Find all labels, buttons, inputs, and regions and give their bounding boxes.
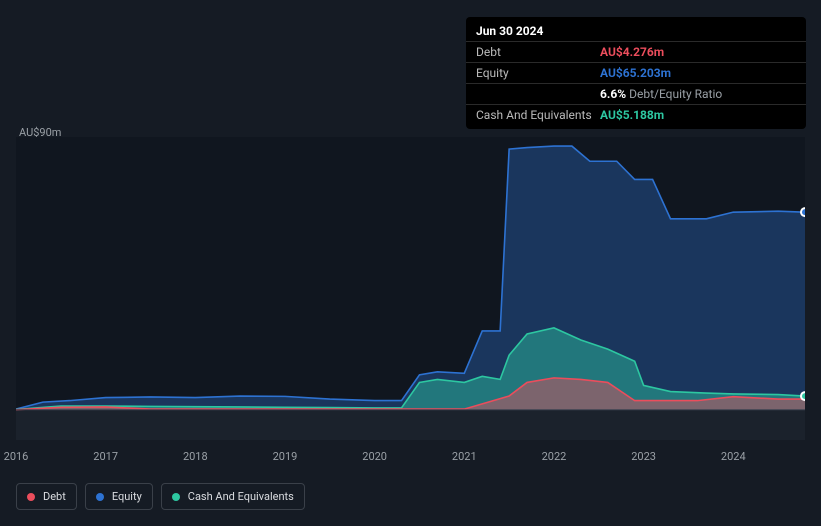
- legend-swatch: [27, 493, 35, 501]
- x-tick-label: 2018: [183, 450, 208, 463]
- tooltip-label: Equity: [476, 66, 600, 80]
- x-tick-label: 2017: [93, 450, 118, 463]
- x-tick-label: 2022: [542, 450, 567, 463]
- tooltip-row-ratio: 6.6% Debt/Equity Ratio: [466, 84, 806, 105]
- tooltip-date: Jun 30 2024: [466, 21, 806, 42]
- chart-legend: Debt Equity Cash And Equivalents: [16, 483, 305, 510]
- x-tick-label: 2023: [631, 450, 656, 463]
- legend-item-cash[interactable]: Cash And Equivalents: [161, 483, 305, 510]
- legend-item-equity[interactable]: Equity: [85, 483, 153, 510]
- x-tick-label: 2019: [273, 450, 298, 463]
- x-tick-label: 2021: [452, 450, 477, 463]
- tooltip-value: 6.6% Debt/Equity Ratio: [600, 87, 722, 101]
- tooltip-label: Debt: [476, 45, 600, 59]
- tooltip-value: AU$65.203m: [600, 66, 671, 80]
- x-tick-label: 2024: [721, 450, 746, 463]
- tooltip-row-cash: Cash And Equivalents AU$5.188m: [466, 105, 806, 125]
- tooltip-row-equity: Equity AU$65.203m: [466, 63, 806, 84]
- tooltip-value: AU$5.188m: [600, 108, 664, 122]
- legend-item-debt[interactable]: Debt: [16, 483, 77, 510]
- x-tick-label: 2016: [4, 450, 29, 463]
- debt-equity-history-chart: Jun 30 2024 Debt AU$4.276m Equity AU$65.…: [0, 0, 821, 526]
- legend-swatch: [96, 493, 104, 501]
- legend-swatch: [172, 493, 180, 501]
- chart-plot[interactable]: [16, 137, 805, 440]
- tooltip-row-debt: Debt AU$4.276m: [466, 42, 806, 63]
- tooltip-label: Cash And Equivalents: [476, 108, 600, 122]
- legend-label: Equity: [112, 490, 142, 503]
- x-tick-label: 2020: [362, 450, 387, 463]
- tooltip-label: [476, 87, 600, 101]
- chart-tooltip: Jun 30 2024 Debt AU$4.276m Equity AU$65.…: [466, 17, 806, 129]
- legend-label: Debt: [43, 490, 66, 503]
- legend-label: Cash And Equivalents: [188, 490, 294, 503]
- tooltip-value: AU$4.276m: [600, 45, 664, 59]
